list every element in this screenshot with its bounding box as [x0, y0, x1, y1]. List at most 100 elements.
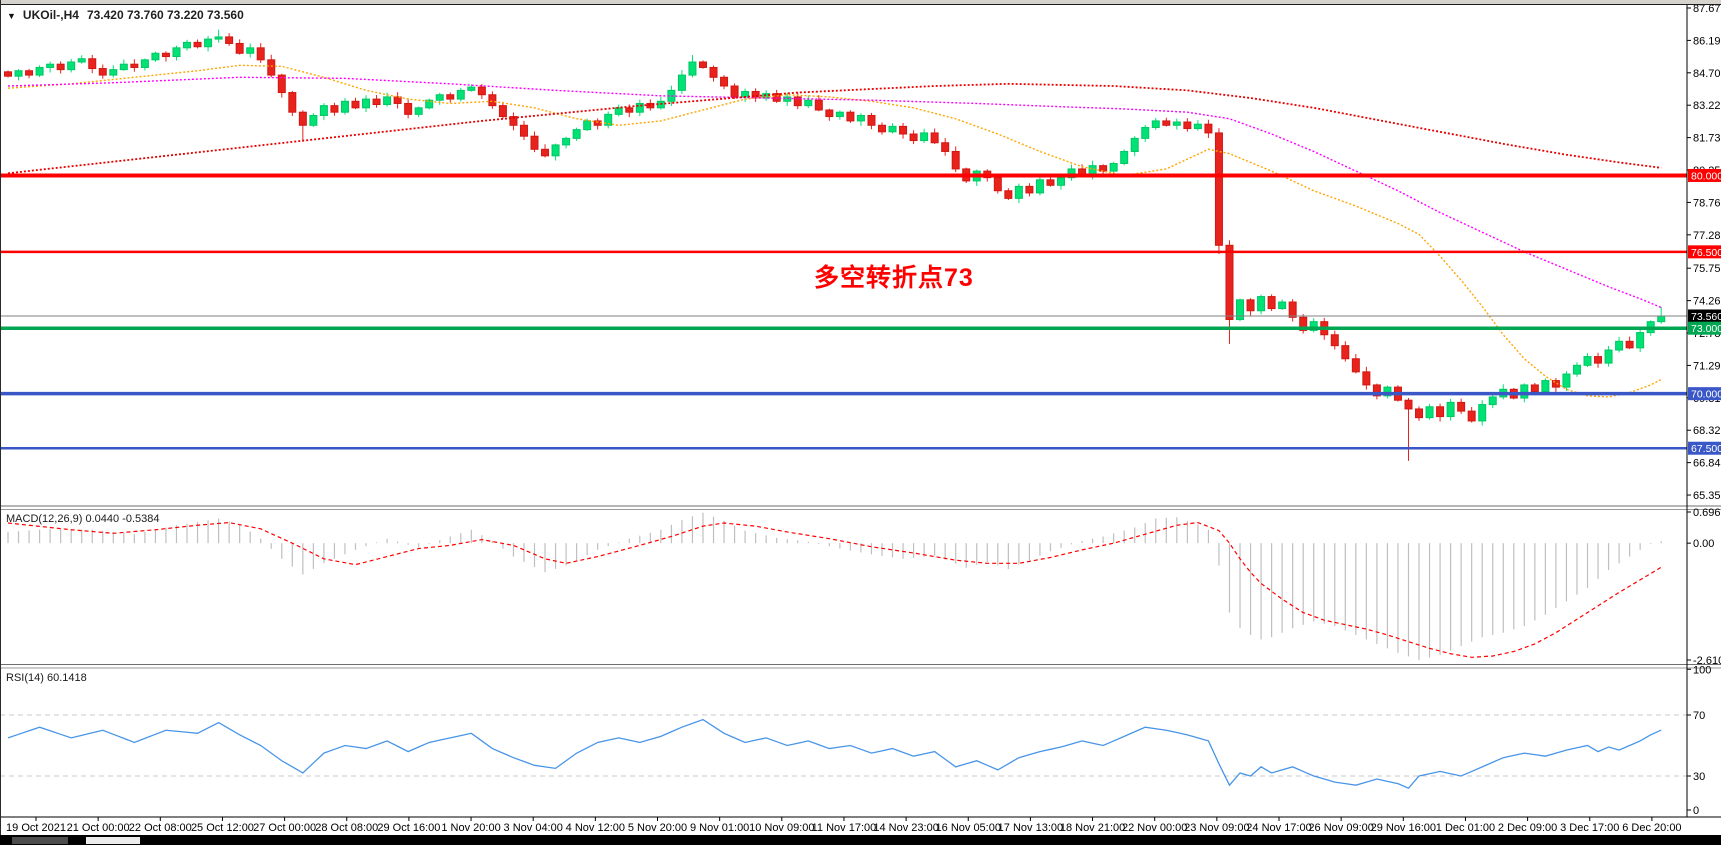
candle: [372, 98, 381, 106]
price-tick-label: 66.840: [1693, 458, 1721, 470]
candle: [130, 63, 139, 68]
ma-slow-line: [7, 82, 1662, 175]
time-tick-label[interactable]: 10 Nov 09:00: [749, 822, 814, 834]
candle: [1067, 168, 1076, 179]
time-tick-label[interactable]: 22 Nov 00:00: [1122, 822, 1187, 834]
time-tick-label[interactable]: 24 Nov 17:00: [1246, 822, 1311, 834]
time-tick-label[interactable]: 1 Nov 20:00: [441, 822, 500, 834]
candle: [309, 114, 318, 126]
candle: [1467, 410, 1476, 422]
candle: [688, 61, 697, 76]
ohlc-values: 73.420 73.760 73.220 73.560: [86, 8, 244, 22]
candle: [1594, 356, 1603, 364]
time-tick-label[interactable]: 25 Oct 12:00: [191, 822, 254, 834]
candle: [362, 98, 371, 109]
time-tick-label[interactable]: 9 Nov 01:00: [690, 822, 749, 834]
time-tick-label[interactable]: 22 Oct 08:00: [129, 822, 192, 834]
candle: [572, 129, 581, 139]
taskbar-strip: [0, 835, 1721, 845]
candle: [1583, 356, 1592, 366]
candle: [519, 124, 528, 137]
candle: [677, 74, 686, 91]
time-tick-label[interactable]: 16 Nov 05:00: [936, 822, 1001, 834]
candle: [877, 124, 886, 133]
taskbar-item[interactable]: [12, 837, 68, 844]
candle: [1383, 386, 1392, 397]
candle: [1657, 315, 1666, 323]
candle: [14, 70, 23, 77]
candle: [1183, 121, 1192, 130]
time-tick-label[interactable]: 1 Dec 01:00: [1436, 822, 1495, 834]
window-top-strip: [0, 0, 1721, 5]
candle: [140, 59, 149, 68]
candle: [446, 94, 455, 100]
candle: [351, 100, 360, 109]
price-label-text: 73.000: [1691, 323, 1721, 335]
candle: [1057, 177, 1065, 186]
time-tick-label[interactable]: 29 Nov 16:00: [1371, 822, 1436, 834]
candle: [4, 71, 12, 77]
candle: [530, 135, 539, 150]
time-tick-label[interactable]: 27 Oct 00:00: [253, 822, 316, 834]
time-tick-label[interactable]: 2 Dec 09:00: [1498, 822, 1557, 834]
time-tick-label[interactable]: 6 Dec 20:00: [1622, 822, 1681, 834]
candle: [930, 132, 939, 144]
candle: [951, 150, 960, 170]
time-tick-label[interactable]: 21 Oct 00:00: [67, 822, 130, 834]
candle: [1299, 316, 1308, 331]
macd-signal-line: [7, 521, 1662, 658]
candle: [562, 137, 571, 146]
candle: [1362, 371, 1371, 386]
candle: [709, 66, 718, 78]
candle: [1572, 364, 1581, 375]
symbol-dropdown-icon[interactable]: ▼: [7, 11, 16, 21]
ma-mid-line: [7, 76, 1662, 309]
candle: [804, 99, 813, 107]
time-tick-label[interactable]: 14 Nov 23:00: [873, 822, 938, 834]
taskbar-item[interactable]: [86, 837, 140, 844]
candle: [1457, 401, 1466, 412]
candle: [235, 42, 244, 54]
candle: [1604, 349, 1613, 364]
time-tick-label[interactable]: 19 Oct 2021: [6, 822, 66, 834]
candle: [1288, 301, 1297, 318]
time-tick-label[interactable]: 18 Nov 21:00: [1060, 822, 1125, 834]
candle: [46, 63, 55, 68]
candle: [183, 41, 192, 49]
time-tick-label[interactable]: 23 Nov 09:00: [1184, 822, 1249, 834]
time-tick-label[interactable]: 17 Nov 13:00: [998, 822, 1063, 834]
time-tick-label[interactable]: 4 Nov 12:00: [566, 822, 625, 834]
ma-fast-line: [7, 64, 1662, 398]
price-label-box: [1688, 309, 1721, 323]
candle: [1151, 120, 1160, 128]
candle: [119, 63, 128, 71]
macd-tick-label: 0.696: [1693, 507, 1721, 519]
rsi-axis: 100 70 30 0: [1687, 664, 1711, 817]
time-tick-label[interactable]: 3 Dec 17:00: [1560, 822, 1619, 834]
candle: [762, 93, 771, 99]
candle: [1014, 185, 1023, 199]
time-tick-label[interactable]: 5 Nov 20:00: [628, 822, 687, 834]
candle: [1520, 384, 1529, 399]
chart-annotation-text[interactable]: 多空转折点73: [814, 264, 974, 292]
candle: [698, 61, 707, 68]
candle: [1436, 406, 1445, 418]
rsi-indicator-label: RSI(14) 60.1418: [6, 672, 87, 684]
rsi-tick-label: 70: [1693, 710, 1705, 722]
candle: [1130, 137, 1139, 152]
price-tick-label: 86.190: [1693, 35, 1721, 47]
candle: [435, 94, 444, 101]
time-tick-label[interactable]: 28 Oct 08:00: [315, 822, 378, 834]
candle: [720, 76, 729, 87]
candle: [1278, 301, 1287, 310]
time-tick-label[interactable]: 3 Nov 04:00: [504, 822, 563, 834]
time-tick-label[interactable]: 11 Nov 17:00: [812, 822, 877, 834]
price-tick-label: 71.295: [1693, 360, 1721, 372]
candle: [488, 94, 497, 107]
candle: [604, 113, 613, 126]
time-tick-label[interactable]: 29 Oct 16:00: [377, 822, 440, 834]
time-tick-label[interactable]: 26 Nov 09:00: [1308, 822, 1373, 834]
candle: [67, 61, 76, 71]
